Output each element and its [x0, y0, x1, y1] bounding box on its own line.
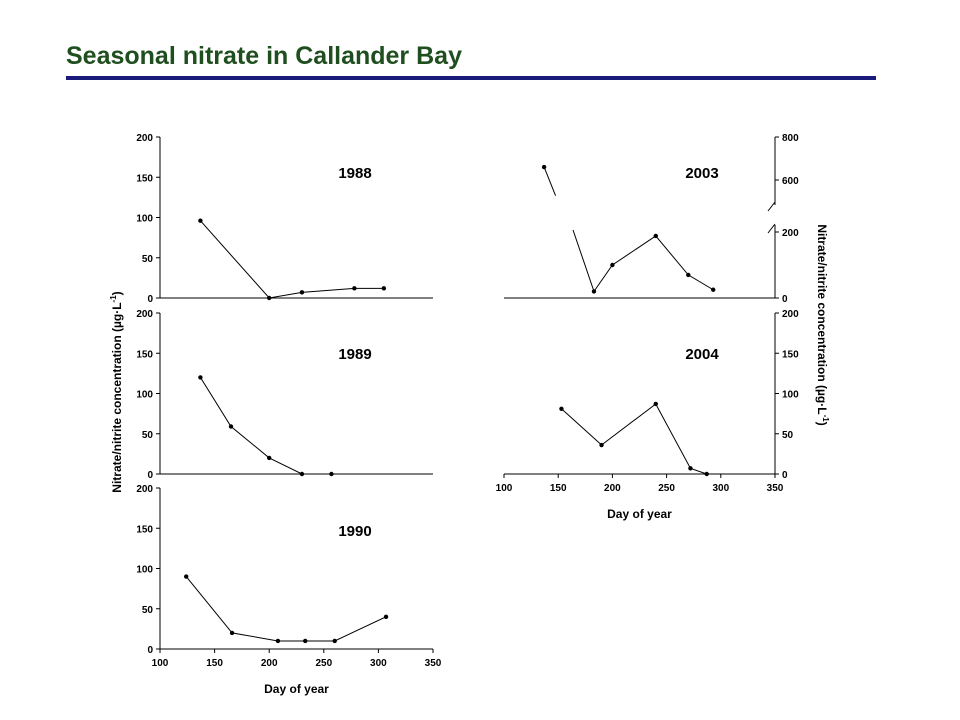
data-point	[653, 401, 658, 407]
data-point	[591, 289, 597, 294]
y-tick-label: 800	[782, 133, 799, 144]
y-tick-label: 150	[136, 173, 153, 184]
panel-1988: 1988 0 50 100 150 200	[136, 133, 433, 305]
data-point	[228, 424, 234, 429]
data-point	[704, 471, 709, 477]
data-point	[198, 375, 203, 380]
year-label: 2003	[685, 165, 718, 182]
data-point	[688, 466, 693, 471]
data-point	[381, 286, 387, 291]
y-tick-label: 150	[136, 524, 153, 535]
y-tick-label: 50	[142, 605, 154, 616]
year-label: 2004	[685, 346, 719, 363]
right-axis-label: Nitrate/nitrite concentration (µg·L-1)	[815, 224, 830, 425]
y-tick-label: 200	[782, 309, 799, 320]
data-point	[299, 471, 305, 477]
axis-break-mark	[767, 223, 776, 234]
x-tick-label: 200	[261, 658, 278, 669]
y-tick-label: 50	[142, 254, 154, 265]
series-line	[200, 220, 384, 299]
panel-1990: 1990 0 50 100 150 200 100 150 200 250 300 350 Day of…	[136, 484, 441, 696]
y-tick-label: 0	[782, 470, 788, 481]
y-tick-label: 200	[782, 228, 799, 239]
data-point	[299, 290, 305, 295]
y-tick-label: 0	[147, 294, 153, 305]
x-tick-label: 350	[767, 483, 784, 494]
year-label: 1989	[338, 346, 371, 363]
y-tick-label: 200	[136, 309, 153, 320]
data-point	[383, 614, 389, 619]
x-tick-label: 350	[425, 658, 442, 669]
x-tick-label: 100	[152, 658, 169, 669]
x-tick-label: 150	[206, 658, 223, 669]
x-axis-label: Day of year	[264, 682, 329, 696]
x-tick-label: 100	[496, 483, 513, 494]
title-rule	[66, 76, 876, 80]
data-point	[229, 630, 235, 636]
y-tick-label: 150	[782, 349, 799, 360]
x-tick-label: 300	[712, 483, 729, 494]
data-point	[329, 471, 334, 477]
y-tick-label: 0	[147, 645, 153, 656]
y-tick-label: 100	[136, 214, 153, 225]
y-tick-label: 50	[142, 430, 154, 441]
y-tick-label: 0	[782, 294, 788, 305]
data-point	[711, 287, 716, 292]
data-point	[559, 406, 564, 411]
x-tick-label: 250	[315, 658, 332, 669]
series-line-segment	[543, 166, 557, 196]
series-line-segment	[572, 229, 595, 292]
data-point	[184, 574, 189, 579]
series-line	[561, 403, 707, 475]
y-tick-label: 100	[782, 390, 799, 401]
slide-title: Seasonal nitrate in Callander Bay	[66, 42, 462, 70]
data-point	[332, 638, 337, 644]
y-tick-label: 50	[782, 430, 794, 441]
data-point	[303, 638, 308, 644]
series-line	[185, 576, 387, 642]
data-point	[198, 218, 203, 223]
data-point	[653, 233, 658, 239]
x-tick-label: 150	[550, 483, 567, 494]
panel-2004: 2004 0 50 100 150 200 100 150 200 250 300 350 Day of…	[496, 309, 799, 521]
y-tick-label: 150	[136, 349, 153, 360]
y-tick-label: 100	[136, 390, 153, 401]
data-point	[686, 272, 691, 278]
axis-break-mark	[767, 201, 776, 212]
x-axis-label: Day of year	[607, 507, 672, 521]
data-point	[610, 262, 615, 268]
left-axis-label: Nitrate/nitrite concentration (µg·L-1)	[109, 291, 124, 492]
panel-2003: 2003 0 200 600 800	[504, 133, 799, 305]
year-label: 1990	[338, 523, 371, 540]
x-tick-label: 250	[658, 483, 675, 494]
data-point	[352, 286, 357, 291]
x-tick-label: 300	[370, 658, 387, 669]
data-point	[267, 455, 272, 461]
series-line	[199, 377, 332, 475]
panel-1989: 1989 0 50 100 150 200	[136, 309, 433, 481]
y-tick-label: 200	[136, 484, 153, 495]
data-point	[275, 638, 281, 644]
data-point	[267, 295, 272, 301]
y-tick-label: 100	[136, 565, 153, 576]
data-point	[541, 164, 547, 170]
data-point	[599, 442, 604, 448]
y-tick-label: 0	[147, 470, 153, 481]
x-tick-label: 200	[604, 483, 621, 494]
y-tick-label: 200	[136, 133, 153, 144]
y-tick-label: 600	[782, 176, 799, 187]
year-label: 1988	[338, 165, 371, 182]
